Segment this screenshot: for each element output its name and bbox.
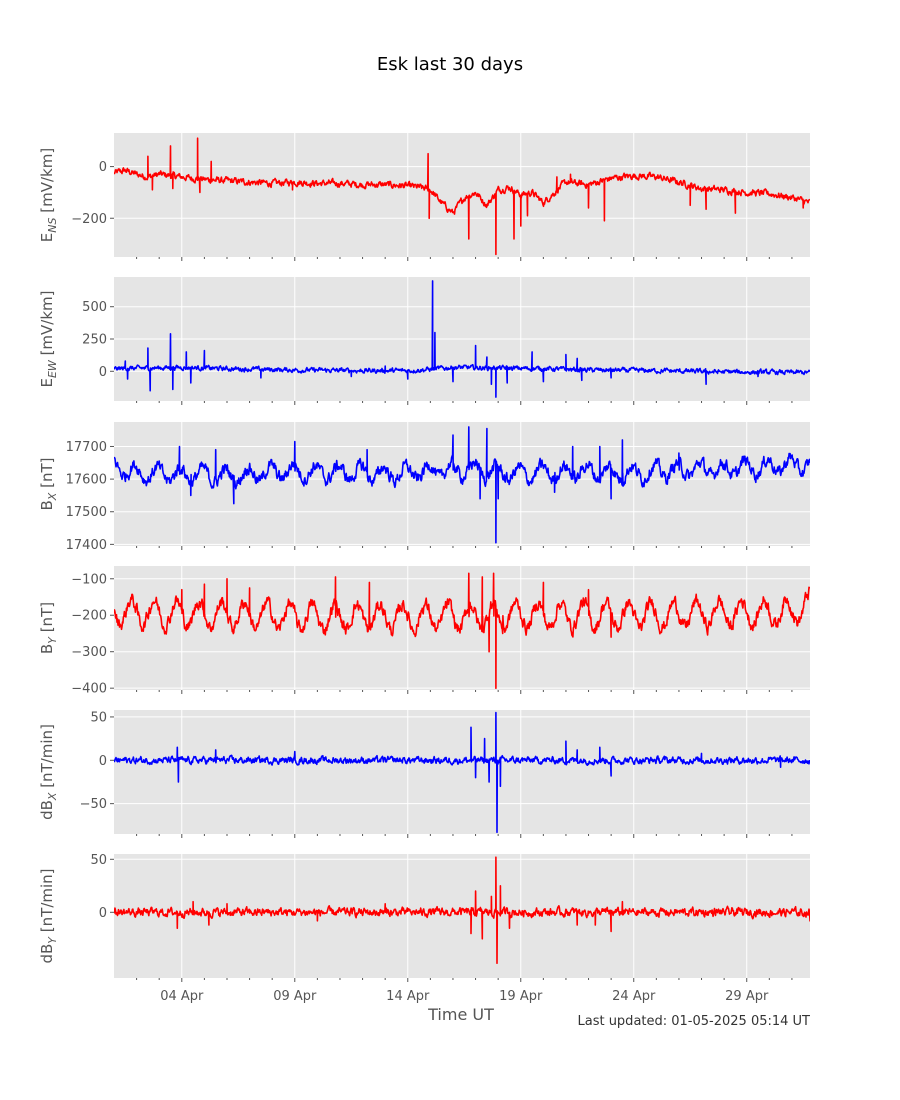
y-tick-label: −400 <box>71 682 107 697</box>
y-axis-label: dBX [nT/min] <box>38 724 59 820</box>
y-tick-label: −200 <box>71 212 107 227</box>
y-tick-label: 17600 <box>66 473 107 488</box>
y-tick-label: −200 <box>71 609 107 624</box>
series-line <box>114 137 810 256</box>
x-axis-label: Time UT <box>427 1005 494 1024</box>
y-tick-label: −50 <box>80 797 107 812</box>
x-axis-ticks: 04 Apr 09 Apr 14 Apr 19 Apr 24 Apr 29 Apr <box>160 989 769 1004</box>
panel-6: 0 50 dBY [nT/min] <box>38 853 810 982</box>
x-tick-label: 14 Apr <box>386 989 430 1004</box>
y-axis-label: BX [nT] <box>38 458 59 511</box>
y-tick-label: 0 <box>99 906 107 921</box>
plot-background <box>114 710 810 834</box>
series-line <box>114 572 810 689</box>
x-tick-label: 29 Apr <box>725 989 769 1004</box>
y-tick-label: 50 <box>90 710 107 725</box>
y-tick-label: 500 <box>82 300 107 315</box>
y-tick-label: 0 <box>99 754 107 769</box>
y-axis-label: ENS [mV/km] <box>38 148 59 242</box>
last-updated-note: Last updated: 01-05-2025 05:14 UT <box>577 1014 810 1029</box>
series-line <box>114 280 810 398</box>
plot-background <box>114 854 810 978</box>
panel-3: 17400 17500 17600 17700 BX [nT] <box>38 422 810 553</box>
y-tick-label: 50 <box>90 853 107 868</box>
y-tick-label: −300 <box>71 645 107 660</box>
panel-2: 0 250 500 EEW [mV/km] <box>38 277 810 405</box>
x-tick-label: 09 Apr <box>273 989 317 1004</box>
y-tick-label: −100 <box>71 572 107 587</box>
x-tick-label: 04 Apr <box>160 989 204 1004</box>
y-axis-label: EEW [mV/km] <box>38 290 59 387</box>
y-tick-label: 0 <box>99 160 107 175</box>
x-tick-label: 24 Apr <box>612 989 656 1004</box>
plot-background <box>114 133 810 257</box>
y-axis-label: dBY [nT/min] <box>38 868 59 963</box>
chart-title: Esk last 30 days <box>377 54 523 75</box>
series-line <box>114 426 810 544</box>
panel-5: −50 0 50 dBX [nT/min] <box>38 710 810 838</box>
y-tick-label: 0 <box>99 365 107 380</box>
y-tick-label: 17400 <box>66 538 107 553</box>
y-tick-label: 17700 <box>66 440 107 455</box>
y-axis-label: BY [nT] <box>38 602 59 654</box>
x-tick-label: 19 Apr <box>499 989 543 1004</box>
series-line <box>114 711 810 834</box>
panel-1: 0 −200 ENS [mV/km] <box>38 133 810 261</box>
y-tick-label: 250 <box>82 333 107 348</box>
series-line <box>114 856 810 964</box>
panel-4: −100 −200 −300 −400 BY [nT] <box>38 566 810 697</box>
y-tick-label: 17500 <box>66 505 107 520</box>
